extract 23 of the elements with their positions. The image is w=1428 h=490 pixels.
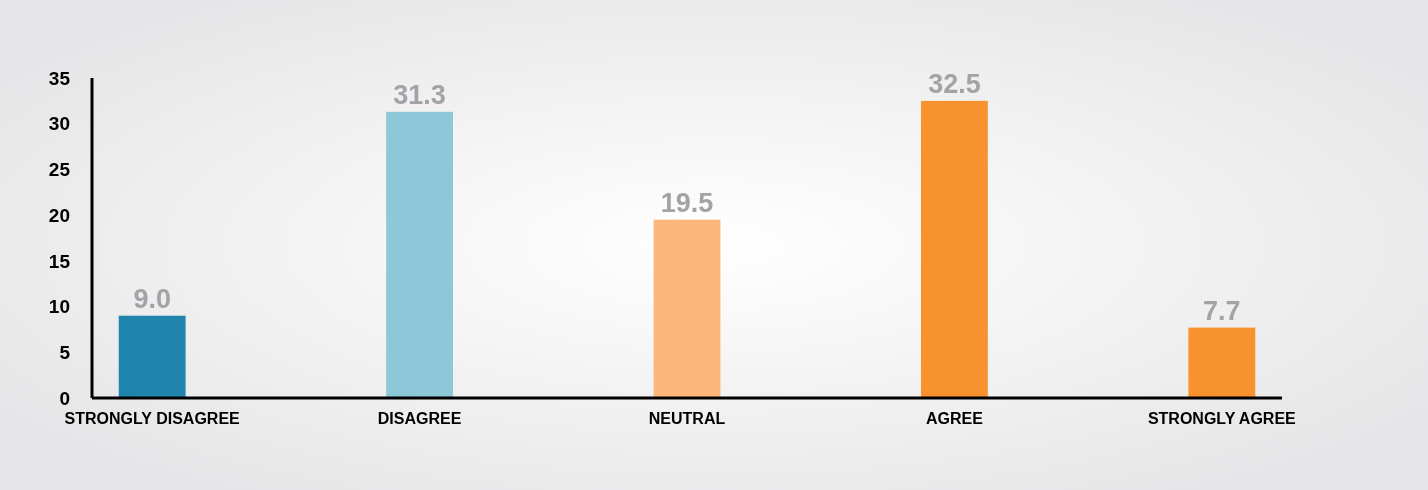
bar [1188,327,1256,398]
data-label: 32.5 [928,68,981,99]
y-tick-label: 20 [48,204,70,226]
bar [653,219,721,398]
y-tick-label: 0 [59,387,70,409]
x-tick-label: STRONGLY DISAGREE [64,410,241,427]
y-tick-label: 30 [48,113,70,135]
y-tick-label: 5 [59,341,71,363]
y-tick-label: 25 [48,159,71,181]
bar [118,315,186,398]
bar [920,100,988,398]
data-label: 31.3 [393,79,446,110]
y-tick-label: 10 [48,296,70,318]
x-tick-label: AGREE [925,410,984,427]
y-tick-label: 15 [48,250,71,272]
data-label: 9.0 [133,283,171,314]
data-label: 7.7 [1203,295,1241,326]
x-tick-label: STRONGLY AGREE [1147,410,1297,427]
x-tick-label: DISAGREE [377,410,462,427]
bar [386,111,454,398]
data-label: 19.5 [660,187,714,218]
y-tick-label: 35 [48,67,71,89]
x-tick-label: NEUTRAL [648,410,726,427]
